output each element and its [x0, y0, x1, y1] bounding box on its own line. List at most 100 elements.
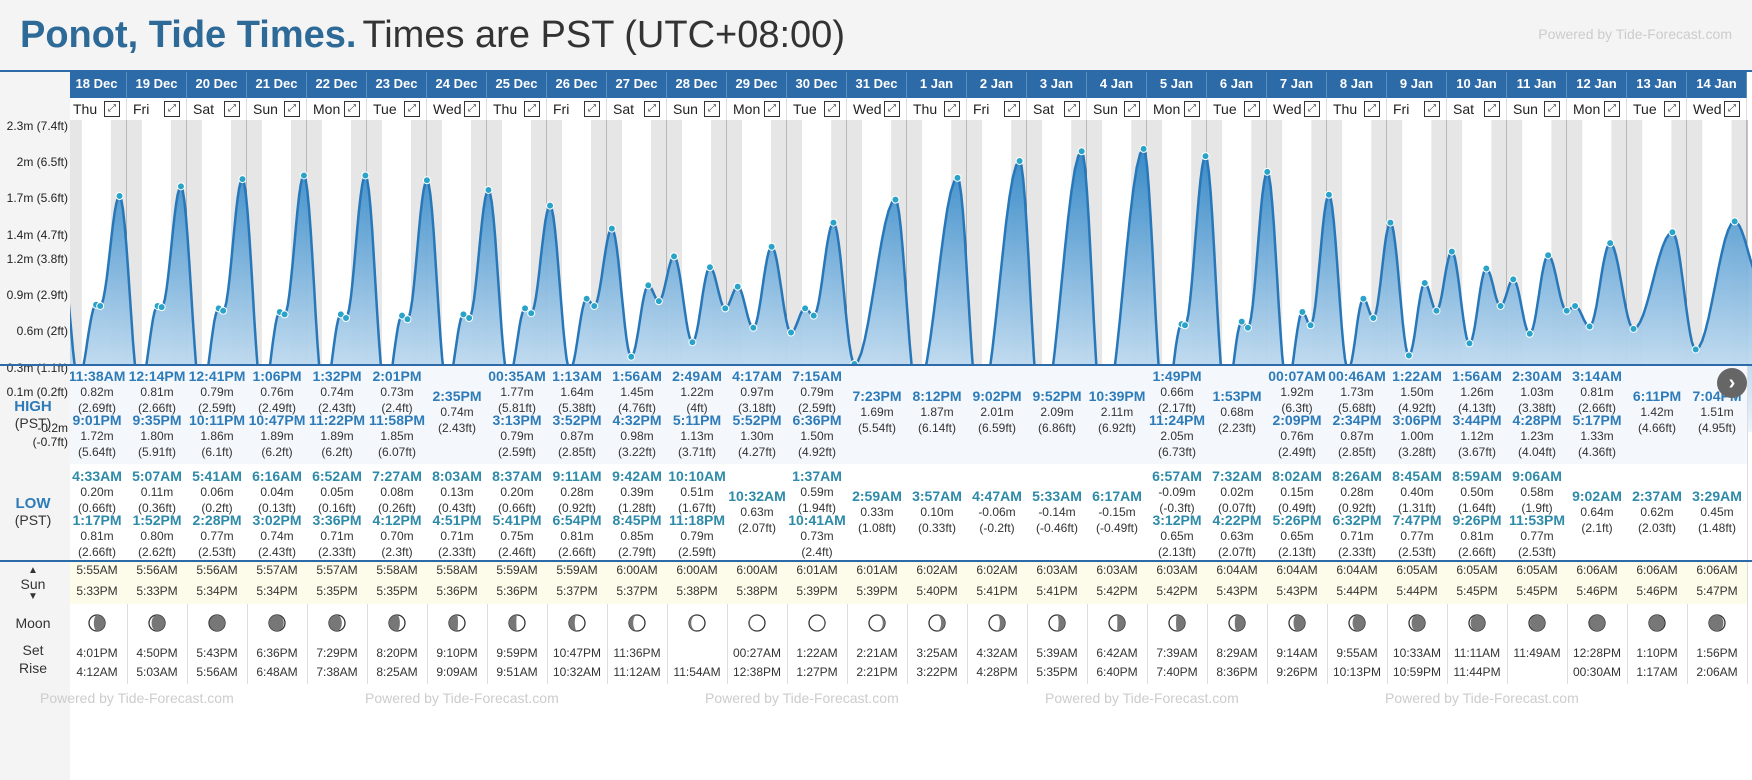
- tide-entry: 1:22AM 1.50m (4.92ft): [1387, 366, 1447, 416]
- tide-height-ft: (6.86ft): [1037, 421, 1076, 435]
- tide-height-ft: (2.49ft): [257, 401, 296, 415]
- moon-phase-cell: [187, 604, 248, 644]
- sun-times-cell: 6:06AM 5:47PM: [1687, 560, 1748, 604]
- moon-phase-icon: [628, 614, 646, 632]
- moon-times-cell: 9:55AM 10:13PM: [1327, 644, 1388, 684]
- expand-icon[interactable]: ⤢: [1664, 101, 1680, 117]
- tide-height-m: 1.00m: [1400, 429, 1434, 443]
- tide-time: 5:33AM: [1032, 488, 1082, 504]
- date-header: 2 Jan: [967, 70, 1027, 98]
- expand-icon[interactable]: ⤢: [944, 101, 960, 117]
- tide-height-m: 0.98m: [620, 429, 654, 443]
- sunrise-time: 5:58AM: [436, 563, 478, 577]
- expand-icon[interactable]: ⤢: [104, 101, 120, 117]
- moon-times-cell: 11:54AM: [667, 644, 728, 684]
- high-tide-cell: 9:52PM 2.09m (6.86ft): [1027, 364, 1088, 464]
- tide-height-m: 0.65m: [1160, 529, 1194, 543]
- expand-icon[interactable]: ⤢: [224, 101, 240, 117]
- tide-entry: 3:57AM 0.10m (0.33ft): [907, 486, 967, 536]
- date-header: 11 Jan: [1507, 70, 1567, 98]
- next-page-button[interactable]: ›: [1717, 368, 1747, 398]
- tide-entry: 3:06PM 1.00m (3.28ft): [1387, 410, 1447, 460]
- expand-icon[interactable]: ⤢: [284, 101, 300, 117]
- tide-entry: 9:02PM 2.01m (6.59ft): [967, 386, 1027, 436]
- moon-times-cell: 7:29PM 7:38AM: [307, 644, 368, 684]
- sunrise-time: 6:03AM: [1156, 563, 1198, 577]
- expand-icon[interactable]: ⤢: [1004, 101, 1020, 117]
- expand-icon[interactable]: ⤢: [764, 101, 780, 117]
- tide-height-ft: (4.95ft): [1697, 421, 1736, 435]
- moon-phase-cell: [607, 604, 668, 644]
- low-tide-cell: 10:10AM 0.51m (1.67ft) 11:18PM 0.79m (2.59ft): [667, 464, 728, 560]
- tide-time: 7:15AM: [792, 368, 842, 384]
- tide-height-m: 2.09m: [1040, 405, 1074, 419]
- moon-phase-cell: [367, 604, 428, 644]
- tide-height-ft: (2.17ft): [1157, 401, 1196, 415]
- sunrise-time: 5:56AM: [196, 563, 238, 577]
- expand-icon[interactable]: ⤢: [1424, 101, 1440, 117]
- date-header: 28 Dec: [667, 70, 727, 98]
- expand-icon[interactable]: ⤢: [1484, 101, 1500, 117]
- tide-point: [96, 301, 105, 310]
- tide-point: [705, 263, 714, 272]
- sunset-time: 5:35PM: [316, 584, 358, 598]
- tide-entry: 7:47PM 0.77m (2.53ft): [1387, 510, 1447, 560]
- expand-icon[interactable]: ⤢: [1124, 101, 1140, 117]
- expand-icon[interactable]: ⤢: [884, 101, 900, 117]
- sun-times-cell: 6:05AM 5:45PM: [1447, 560, 1508, 604]
- dow-label: Wed: [433, 101, 462, 117]
- expand-icon[interactable]: ⤢: [344, 101, 360, 117]
- dow-label: Mon: [313, 101, 341, 117]
- tide-height-m: 0.75m: [500, 529, 534, 543]
- tide-height-m: 0.02m: [1220, 485, 1254, 499]
- expand-icon[interactable]: ⤢: [1244, 101, 1260, 117]
- expand-icon[interactable]: ⤢: [404, 101, 420, 117]
- moon-phase-icon: [208, 614, 226, 632]
- expand-icon[interactable]: ⤢: [464, 101, 480, 117]
- day-column: 29 Dec Mon ⤢ 4:17AM 0.97m (3.18ft) 5:52PM 1.30m…: [727, 70, 788, 780]
- expand-icon[interactable]: ⤢: [584, 101, 600, 117]
- tide-entry: 6:16AM 0.04m (0.13ft): [247, 466, 307, 516]
- tide-height-ft: (4ft): [686, 401, 708, 415]
- day-of-week: Sun ⤢: [667, 98, 727, 120]
- expand-icon[interactable]: ⤢: [1604, 101, 1620, 117]
- tide-height-m: 0.08m: [380, 485, 414, 499]
- tide-entry: 6:32PM 0.71m (2.33ft): [1327, 510, 1387, 560]
- tide-height-m: 0.63m: [1220, 529, 1254, 543]
- expand-icon[interactable]: ⤢: [1724, 101, 1740, 117]
- expand-icon[interactable]: ⤢: [704, 101, 720, 117]
- moon-rise-time: 3:22PM: [916, 665, 958, 679]
- expand-icon[interactable]: ⤢: [1184, 101, 1200, 117]
- expand-icon[interactable]: ⤢: [644, 101, 660, 117]
- expand-icon[interactable]: ⤢: [1064, 101, 1080, 117]
- high-tide-cell: 8:12PM 1.87m (6.14ft): [907, 364, 968, 464]
- date-header: 22 Dec: [307, 70, 367, 98]
- high-tide-cell: 1:56AM 1.45m (4.76ft) 4:32PM 0.98m (3.22ft): [607, 364, 668, 464]
- tide-height-m: 0.81m: [560, 529, 594, 543]
- tide-point: [644, 281, 653, 290]
- sunrise-time: 6:05AM: [1396, 563, 1438, 577]
- tide-entry: 4:28PM 1.23m (4.04ft): [1507, 410, 1567, 460]
- tide-time: 8:37AM: [492, 468, 542, 484]
- high-tide-cell: 2:35PM 0.74m (2.43ft): [427, 364, 488, 464]
- expand-icon[interactable]: ⤢: [1304, 101, 1320, 117]
- expand-icon[interactable]: ⤢: [1364, 101, 1380, 117]
- moon-phase-cell: [967, 604, 1028, 644]
- sunset-time: 5:36PM: [436, 584, 478, 598]
- expand-icon[interactable]: ⤢: [524, 101, 540, 117]
- moon-rise-time: 4:12AM: [76, 665, 118, 679]
- sunrise-time: 6:06AM: [1576, 563, 1618, 577]
- moon-set-time: 9:59PM: [496, 646, 538, 660]
- expand-icon[interactable]: ⤢: [1544, 101, 1560, 117]
- tide-table: 18 Dec Thu ⤢ 11:38AM 0.82m (2.69ft) 9:01PM 1.72…: [70, 70, 1752, 780]
- tide-height-m: 1.69m: [860, 405, 894, 419]
- tide-height-ft: (6.1ft): [201, 445, 233, 459]
- tide-time: 5:07AM: [132, 468, 182, 484]
- moon-times-cell: 11:36PM 11:12AM: [607, 644, 668, 684]
- tide-height-m: 2.05m: [1160, 429, 1194, 443]
- moon-phase-icon: [388, 614, 406, 632]
- tide-height-m: 1.50m: [1400, 385, 1434, 399]
- expand-icon[interactable]: ⤢: [824, 101, 840, 117]
- timezone-note: Times are PST (UTC+08:00): [362, 14, 845, 56]
- expand-icon[interactable]: ⤢: [164, 101, 180, 117]
